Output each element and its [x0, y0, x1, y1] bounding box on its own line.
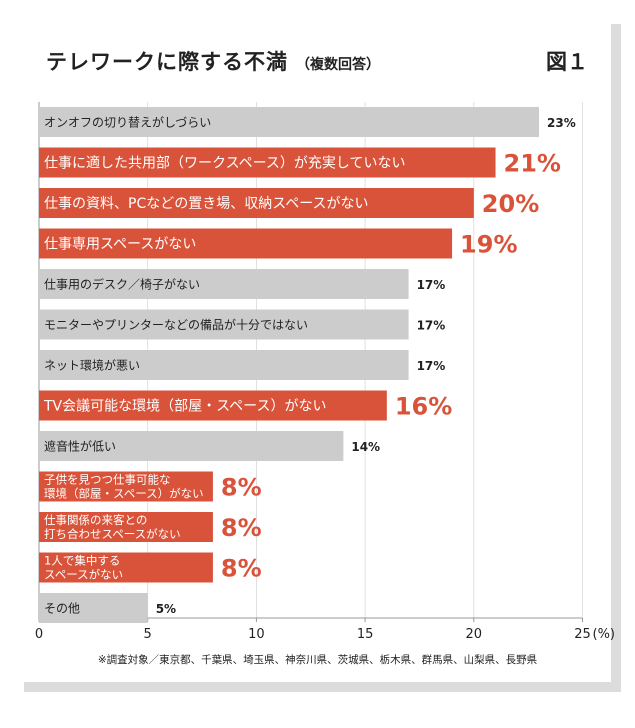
bar-value-label: 23%: [547, 116, 576, 130]
figure-label: 図１: [546, 50, 588, 74]
bar: [39, 471, 213, 502]
x-tick-label: 10: [248, 627, 265, 642]
bar-category-label: 子供を見つつ仕事可能な: [44, 473, 171, 487]
bar-category-label: オンオフの切り替えがしづらい: [44, 114, 211, 129]
x-tick-label: 5: [144, 627, 152, 642]
x-tick-label: 20: [466, 627, 483, 642]
x-axis-unit: (%): [593, 627, 616, 642]
bar-category-label: モニターやプリンターなどの備品が十分ではない: [44, 317, 308, 332]
x-tick-label: 0: [35, 627, 43, 642]
bar-category-label: 1人で集中する: [44, 554, 120, 568]
bar-value-label: 17%: [417, 359, 446, 373]
bar-value-label: 19%: [460, 231, 517, 259]
footnote: ※調査対象／東京都、千葉県、埼玉県、神奈川県、茨城県、栃木県、群馬県、山梨県、長…: [97, 654, 538, 666]
bar-category-label: TV会議可能な環境（部屋・スペース）がない: [43, 398, 326, 415]
bar-category-label: 仕事に適した共用部（ワークスペース）が充実していない: [44, 155, 405, 172]
bar-category-label: ネット環境が悪い: [44, 357, 140, 372]
x-tick-label: 15: [357, 627, 374, 642]
bar-value-label: 21%: [504, 150, 561, 178]
bar: [39, 147, 496, 178]
bar: [39, 107, 540, 137]
bar-category-label: 仕事用のデスク／椅子がない: [44, 276, 200, 291]
bar-category-label: 仕事専用スペースがない: [44, 237, 196, 253]
bar: [39, 309, 409, 340]
bar-value-label: 17%: [417, 278, 446, 292]
bar-value-label: 14%: [351, 440, 380, 454]
bar-category-label: 遮音性が低い: [44, 438, 116, 453]
bar: [39, 228, 453, 259]
bar-category-label: その他: [44, 601, 80, 615]
chart-title: テレワークに際する不満 （複数回答）: [46, 46, 380, 76]
bar-value-label: 16%: [395, 393, 452, 421]
x-tick-label: 25: [574, 627, 591, 642]
bar: [39, 390, 387, 421]
bar-category-label: スペースがない: [44, 568, 123, 582]
bar: [39, 593, 148, 623]
bar-category-label: 環境（部屋・スペース）がない: [44, 487, 204, 501]
bar-value-label: 20%: [482, 190, 539, 218]
chart-subtitle: （複数回答）: [296, 57, 380, 73]
bar: [39, 269, 409, 299]
bar: [39, 188, 474, 218]
bar: [39, 350, 409, 380]
bar-category-label: 打ち合わせスペースがない: [44, 527, 181, 541]
bar-value-label: 17%: [417, 319, 446, 333]
bar-value-label: 8%: [221, 474, 262, 502]
bar-category-label: 仕事の資料、PCなどの置き場、収納スペースがない: [44, 196, 369, 212]
bar: [39, 552, 213, 583]
bar-value-label: 5%: [156, 602, 176, 616]
bar-category-label: 仕事関係の来客との: [44, 513, 147, 527]
bar: [39, 431, 344, 461]
bar-value-label: 8%: [221, 514, 262, 542]
chart-title-text: テレワークに際する不満: [46, 50, 288, 74]
bar-value-label: 8%: [221, 555, 262, 583]
bar: [39, 512, 213, 542]
